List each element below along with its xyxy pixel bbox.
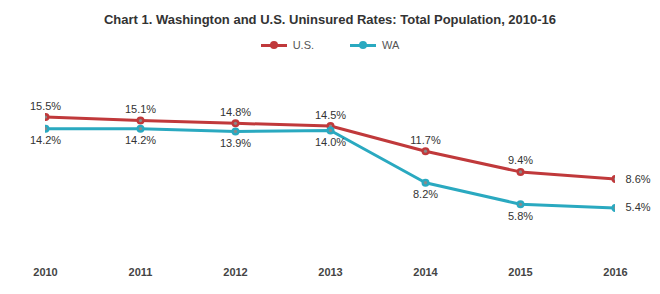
svg-text:14.0%: 14.0% bbox=[315, 136, 346, 148]
svg-text:2014: 2014 bbox=[413, 266, 438, 278]
html-text:Chart 1. Washington and U.S. U: Chart 1. Washington and U.S. Uninsured R… bbox=[103, 12, 557, 27]
svg-text:14.2%: 14.2% bbox=[125, 134, 156, 146]
svg-text:2013: 2013 bbox=[318, 266, 342, 278]
svg-text:15.5%: 15.5% bbox=[30, 100, 61, 112]
svg-text:15.1%: 15.1% bbox=[125, 103, 156, 115]
svg-text:2015: 2015 bbox=[508, 266, 532, 278]
html-text:WA: WA bbox=[382, 39, 400, 51]
svg-text:2012: 2012 bbox=[223, 266, 247, 278]
svg-text:14.8%: 14.8% bbox=[220, 106, 251, 118]
svg-text:2016: 2016 bbox=[603, 266, 627, 278]
svg-text:8.2%: 8.2% bbox=[413, 188, 438, 200]
svg-text:2010: 2010 bbox=[33, 266, 57, 278]
svg-text:14.5%: 14.5% bbox=[315, 109, 346, 121]
html-text:U.S.: U.S. bbox=[292, 39, 314, 51]
svg-text:2011: 2011 bbox=[129, 266, 153, 278]
svg-text:5.4%: 5.4% bbox=[626, 201, 651, 213]
svg-text:8.6%: 8.6% bbox=[626, 173, 651, 185]
svg-text:9.4%: 9.4% bbox=[508, 154, 533, 166]
svg-text:11.7%: 11.7% bbox=[410, 134, 441, 146]
svg-text:14.2%: 14.2% bbox=[30, 134, 61, 146]
svg-text:13.9%: 13.9% bbox=[220, 137, 251, 149]
svg-text:5.8%: 5.8% bbox=[508, 210, 533, 222]
